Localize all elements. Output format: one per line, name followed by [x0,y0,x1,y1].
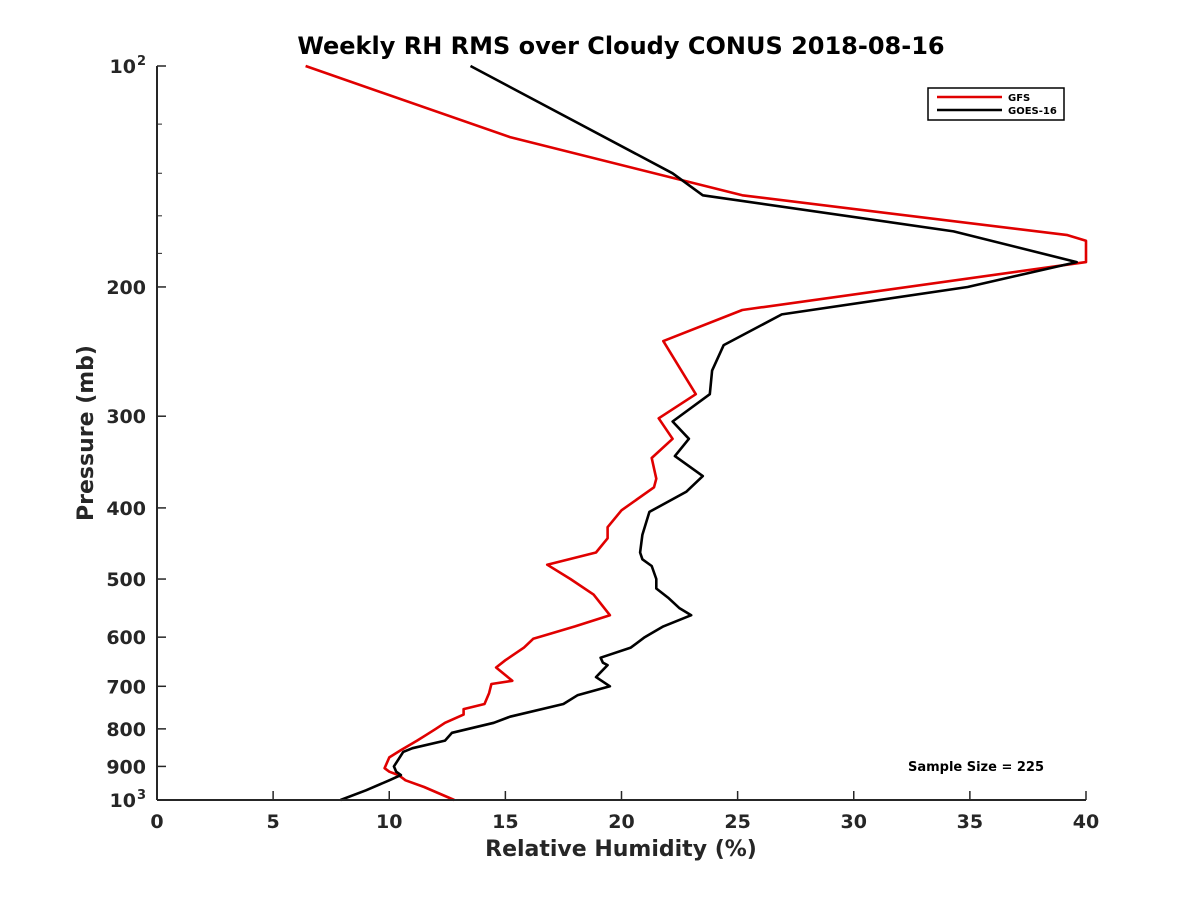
y-tick-label: 10 [110,56,136,78]
x-tick-label: 20 [608,811,634,833]
legend-box [927,87,1065,121]
x-tick-label: 25 [724,811,750,833]
series-line-gfs [305,64,1088,802]
x-tick-label: 30 [841,811,867,833]
x-tick-label: 5 [267,811,280,833]
y-tick-exponent: 2 [137,54,146,69]
y-tick-label: 600 [106,627,146,649]
x-ticks: 0 5 10 15 20 25 30 35 40 [150,791,1099,833]
chart-title: Weekly RH RMS over Cloudy CONUS 2018-08-… [297,32,944,60]
y-tick-label: 800 [106,719,146,741]
y-axis-label: Pressure (mb) [74,345,99,521]
y-tick-label: 700 [106,676,146,698]
y-tick-label: 300 [106,406,146,428]
series-line-goes16 [340,64,1078,802]
y-tick-label: 900 [106,756,146,778]
x-tick-label: 35 [957,811,983,833]
y-tick-label: 10 [110,790,136,812]
series-layer [305,64,1088,802]
y-tick-label: 200 [106,277,146,299]
legend-label-gfs: GFS [1008,93,1030,104]
x-tick-label: 0 [150,811,163,833]
x-tick-label: 15 [492,811,518,833]
y-tick-label: 400 [106,498,146,520]
y-tick-exponent: 3 [137,788,146,803]
y-tick-label: 500 [106,569,146,591]
x-tick-label: 40 [1073,811,1099,833]
legend: GFS GOES-16 [927,87,1065,121]
x-tick-label: 10 [376,811,402,833]
x-axis-label: Relative Humidity (%) [485,837,757,862]
legend-label-goes16: GOES-16 [1008,106,1057,117]
sample-size-annotation: Sample Size = 225 [908,760,1044,775]
